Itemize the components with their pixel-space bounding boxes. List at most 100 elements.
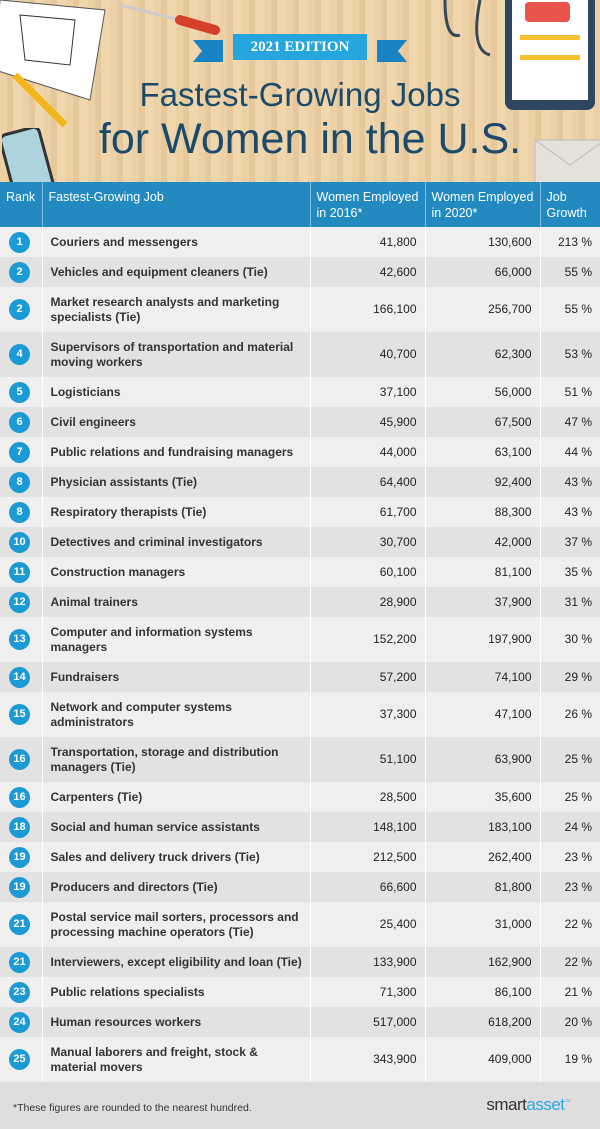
employed-2020-cell: 62,300 (425, 332, 541, 377)
table-row: 10 Detectives and criminal investigators… (0, 527, 600, 557)
table-row: 18 Social and human service assistants 1… (0, 812, 600, 842)
growth-cell: 19 % (540, 1037, 600, 1082)
rank-badge: 23 (9, 981, 30, 1003)
job-cell: Supervisors of transportation and materi… (42, 332, 311, 377)
rank-cell: 4 (0, 332, 43, 377)
table-row: 5 Logisticians 37,100 56,000 51 % (0, 377, 600, 407)
footer: *These figures are rounded to the neares… (0, 1082, 600, 1129)
envelopes-icon (534, 139, 600, 182)
rank-badge: 16 (9, 786, 30, 808)
employed-2020-cell: 63,100 (425, 437, 541, 467)
growth-cell: 20 % (540, 1007, 600, 1037)
employed-2016-cell: 51,100 (310, 737, 426, 782)
growth-cell: 26 % (540, 692, 600, 737)
stethoscope-icon (443, 0, 491, 57)
rank-cell: 13 (0, 617, 43, 662)
employed-2020-cell: 42,000 (425, 527, 541, 557)
rank-badge: 18 (9, 816, 30, 838)
rank-badge: 11 (9, 561, 30, 583)
job-cell: Construction managers (42, 557, 311, 587)
rank-cell: 7 (0, 437, 43, 467)
employed-2016-cell: 212,500 (310, 842, 426, 872)
job-cell: Public relations specialists (42, 977, 311, 1007)
job-cell: Respiratory therapists (Tie) (42, 497, 311, 527)
growth-cell: 43 % (540, 467, 600, 497)
rank-cell: 19 (0, 842, 43, 872)
table-row: 19 Producers and directors (Tie) 66,600 … (0, 872, 600, 902)
growth-cell: 23 % (540, 872, 600, 902)
growth-cell: 213 % (540, 227, 600, 257)
growth-cell: 47 % (540, 407, 600, 437)
employed-2020-cell: 197,900 (425, 617, 541, 662)
job-cell: Network and computer systems administrat… (42, 692, 311, 737)
growth-cell: 29 % (540, 662, 600, 692)
table-row: 21 Postal service mail sorters, processo… (0, 902, 600, 947)
growth-cell: 55 % (540, 287, 600, 332)
employed-2016-cell: 148,100 (310, 812, 426, 842)
growth-cell: 23 % (540, 842, 600, 872)
job-cell: Logisticians (42, 377, 311, 407)
job-cell: Fundraisers (42, 662, 311, 692)
hero-header: 2021 EDITION Fastest-Growing Jobs for Wo… (0, 0, 600, 182)
table-row: 16 Transportation, storage and distribut… (0, 737, 600, 782)
rank-cell: 14 (0, 662, 43, 692)
job-cell: Manual laborers and freight, stock & mat… (42, 1037, 311, 1082)
job-cell: Transportation, storage and distribution… (42, 737, 311, 782)
rank-badge: 1 (9, 231, 30, 253)
rank-badge: 5 (9, 381, 30, 403)
table-row: 25 Manual laborers and freight, stock & … (0, 1037, 600, 1082)
table-row: 24 Human resources workers 517,000 618,2… (0, 1007, 600, 1037)
table-row: 14 Fundraisers 57,200 74,100 29 % (0, 662, 600, 692)
jobs-table: Rank Fastest-Growing Job Women Employed … (0, 182, 600, 1082)
rank-cell: 23 (0, 977, 43, 1007)
rank-badge: 2 (9, 299, 30, 320)
table-row: 15 Network and computer systems administ… (0, 692, 600, 737)
growth-cell: 53 % (540, 332, 600, 377)
rank-cell: 21 (0, 902, 43, 947)
edition-banner: 2021 EDITION (193, 34, 407, 62)
table-row: 2 Vehicles and equipment cleaners (Tie) … (0, 257, 600, 287)
table-row: 8 Respiratory therapists (Tie) 61,700 88… (0, 497, 600, 527)
rank-cell: 19 (0, 872, 43, 902)
rank-badge: 12 (9, 591, 30, 613)
employed-2016-cell: 152,200 (310, 617, 426, 662)
rank-badge: 7 (9, 441, 30, 463)
rank-cell: 18 (0, 812, 43, 842)
table-row: 8 Physician assistants (Tie) 64,400 92,4… (0, 467, 600, 497)
employed-2020-cell: 66,000 (425, 257, 541, 287)
rank-badge: 8 (9, 501, 30, 523)
footnote: *These figures are rounded to the neares… (13, 1102, 252, 1114)
rank-badge: 21 (9, 914, 30, 935)
job-cell: Detectives and criminal investigators (42, 527, 311, 557)
employed-2016-cell: 25,400 (310, 902, 426, 947)
growth-cell: 51 % (540, 377, 600, 407)
rank-badge: 19 (9, 876, 30, 898)
screwdriver-icon (120, 3, 220, 35)
employed-2020-cell: 183,100 (425, 812, 541, 842)
rank-cell: 16 (0, 737, 43, 782)
employed-2020-cell: 37,900 (425, 587, 541, 617)
employed-2016-cell: 41,800 (310, 227, 426, 257)
growth-cell: 25 % (540, 782, 600, 812)
job-cell: Public relations and fundraising manager… (42, 437, 311, 467)
employed-2016-cell: 37,100 (310, 377, 426, 407)
rank-badge: 4 (9, 344, 30, 365)
growth-cell: 44 % (540, 437, 600, 467)
employed-2020-cell: 86,100 (425, 977, 541, 1007)
employed-2016-cell: 61,700 (310, 497, 426, 527)
job-cell: Social and human service assistants (42, 812, 311, 842)
table-row: 12 Animal trainers 28,900 37,900 31 % (0, 587, 600, 617)
growth-cell: 43 % (540, 497, 600, 527)
employed-2016-cell: 71,300 (310, 977, 426, 1007)
table-row: 6 Civil engineers 45,900 67,500 47 % (0, 407, 600, 437)
employed-2016-cell: 42,600 (310, 257, 426, 287)
phone-icon (2, 128, 57, 182)
rank-badge: 10 (9, 531, 30, 553)
employed-2016-cell: 40,700 (310, 332, 426, 377)
job-cell: Animal trainers (42, 587, 311, 617)
rank-cell: 2 (0, 257, 43, 287)
rank-badge: 2 (9, 261, 30, 283)
employed-2016-cell: 57,200 (310, 662, 426, 692)
employed-2016-cell: 64,400 (310, 467, 426, 497)
table-row: 7 Public relations and fundraising manag… (0, 437, 600, 467)
